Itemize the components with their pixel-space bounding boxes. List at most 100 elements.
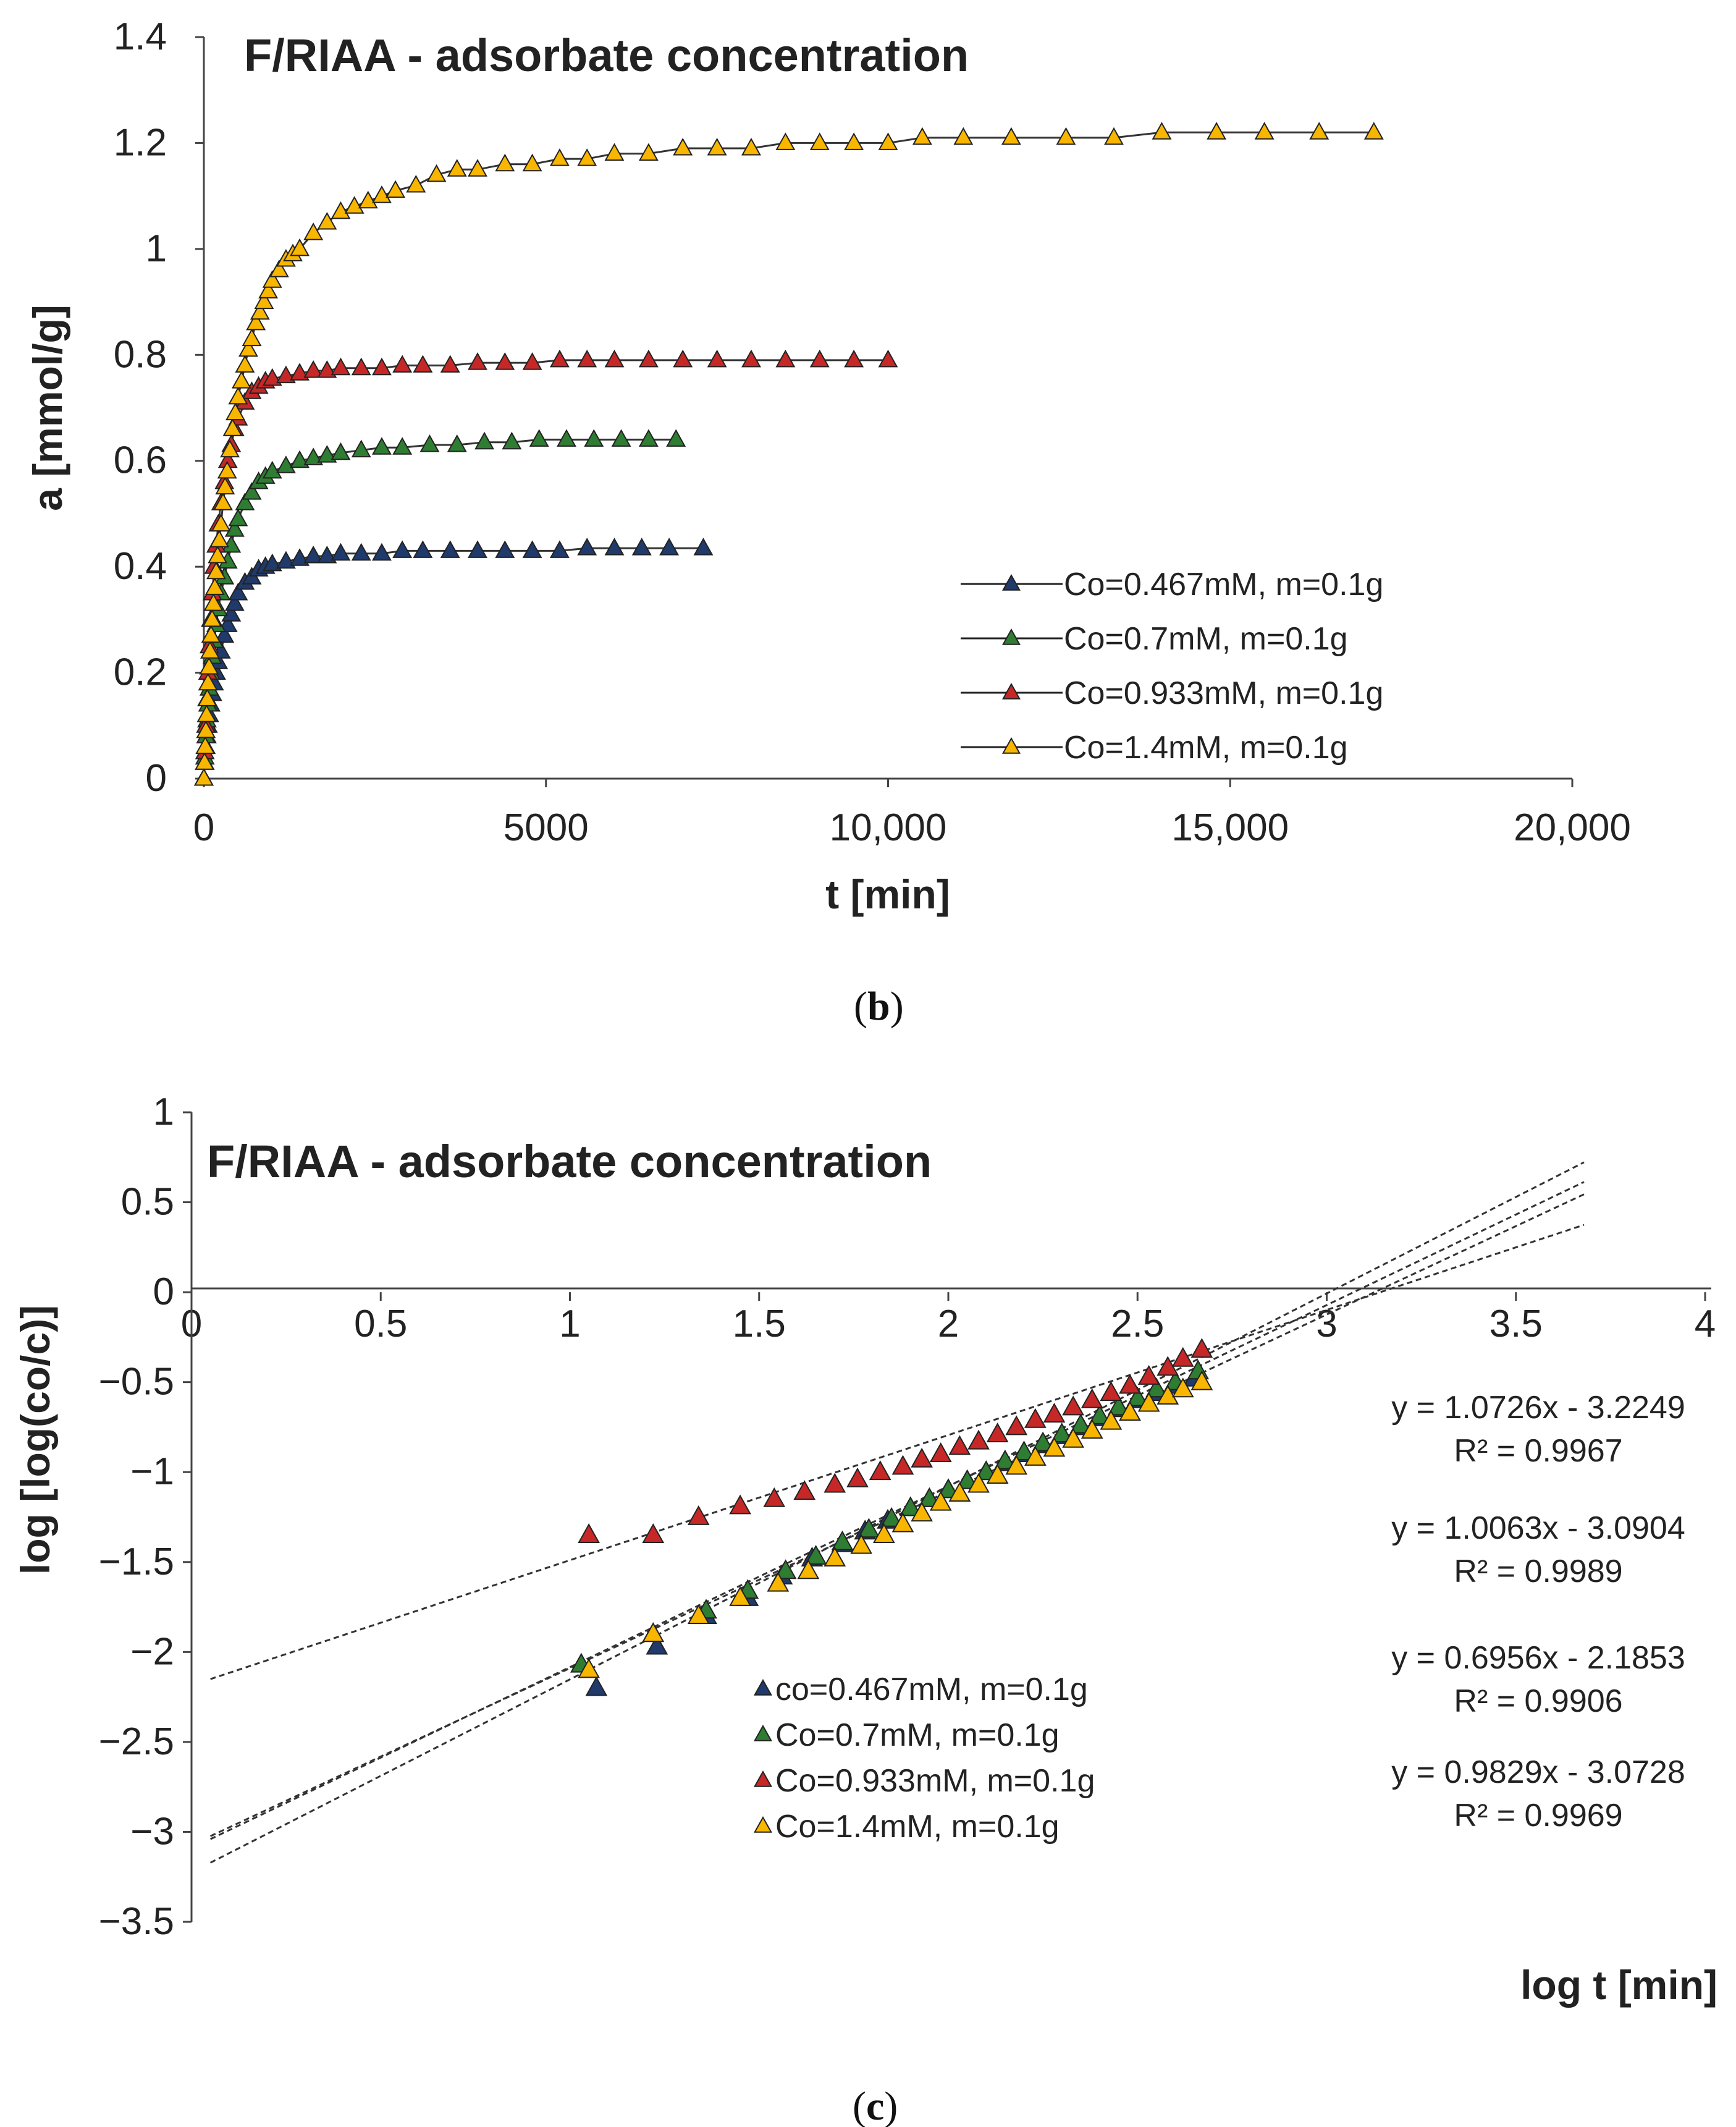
panel-c-data-point-3 (1171, 1347, 1194, 1367)
panel-b-data-point-4 (1001, 127, 1021, 145)
panel-b-caption: (b) (854, 984, 904, 1029)
panel-b-data-point-4 (953, 127, 974, 145)
panel-c-data-point-4 (891, 1512, 914, 1533)
panel-b-data-point-2 (276, 455, 296, 473)
panel-b-data-point-3 (317, 360, 337, 378)
panel-b-legend: Co=0.467mM, m=0.1g Co=0.7mM, m=0.1g Co=0.9… (961, 567, 1383, 766)
panel-b-x-tick-label: 15,000 (1171, 806, 1289, 849)
panel-c-y-tick-label: −1.5 (99, 1541, 174, 1583)
panel-b-x-tick-label: 20,000 (1514, 806, 1631, 849)
panel-b-data-point-4 (199, 656, 219, 675)
panel-b-data-point-3 (741, 349, 761, 368)
panel-c-data-point-2 (857, 1518, 880, 1538)
panel-b-data-point-2 (666, 429, 686, 447)
panel-c-data-point-4 (729, 1586, 751, 1606)
panel-c-legend-marker (753, 1724, 773, 1741)
panel-b-data-point-3 (878, 349, 898, 368)
panel-c-data-point-3 (1024, 1408, 1047, 1428)
panel-b-series-line-2 (204, 438, 676, 779)
panel-b-data-point-4 (195, 752, 215, 770)
panel-c-x-tick-label: 2.5 (1111, 1303, 1164, 1345)
panel-c-data-point-4 (687, 1604, 710, 1625)
panel-c-legend-label: Co=0.933mM, m=0.1g (775, 1763, 1095, 1799)
panel-b-data-point-4 (238, 339, 258, 357)
panel-b-data-point-4 (331, 201, 351, 219)
panel-b-data-point-1 (659, 538, 680, 556)
panel-b-data-point-2 (529, 429, 549, 447)
panel-c-data-point-3 (1100, 1381, 1123, 1402)
panel-c-data-point-2 (937, 1478, 959, 1499)
panel-c-data-point-3 (1081, 1388, 1103, 1408)
panel-b-data-point-4 (222, 418, 243, 436)
panel-b-data-point-4 (242, 328, 262, 347)
panel-c-data-point-4 (1100, 1410, 1123, 1430)
panel-b-data-point-2 (371, 437, 392, 455)
panel-b-data-point-1 (577, 538, 597, 556)
panel-c-data-point-4 (1137, 1392, 1160, 1412)
panel-b-data-point-2 (235, 493, 255, 510)
panel-c-x-axis-label: log t [min] (1520, 1962, 1717, 2008)
panel-b-series-line-3 (204, 359, 888, 779)
panel-b-data-point-4 (196, 720, 216, 738)
panel-b-data-point-2 (242, 482, 262, 500)
panel-b-data-point-4 (741, 137, 761, 156)
panel-b-data-point-2 (392, 437, 413, 455)
panel-b-data-point-4 (203, 593, 224, 611)
panel-c-data-point-3 (891, 1455, 914, 1475)
panel-b-x-tick-label: 10,000 (830, 806, 947, 849)
panel-b-data-point-3 (549, 349, 570, 368)
panel-b-data-point-4 (231, 371, 251, 389)
panel-b-data-point-4 (1309, 122, 1329, 140)
panel-b-data-point-4 (638, 143, 659, 161)
panel-b-data-point-4 (198, 672, 218, 691)
panel-b-data-point-3 (522, 352, 542, 370)
panel-c-y-tick-label: −2 (130, 1630, 174, 1673)
panel-b-data-point-1 (221, 604, 242, 622)
panel-b-data-point-4 (878, 132, 898, 150)
panel-b-data-point-3 (495, 352, 515, 370)
panel-b-data-point-2 (262, 460, 282, 479)
panel-c-data-point-2 (899, 1496, 922, 1516)
panel-b-data-point-3 (440, 355, 460, 373)
panel-b-y-tick-label: 1.4 (114, 15, 167, 58)
panel-c-trendline-4 (209, 1193, 1585, 1837)
panel-c-trend-equation: y = 1.0726x - 3.2249 (1391, 1390, 1685, 1426)
panel-c-data-point-4 (1024, 1445, 1047, 1466)
panel-c-data-point-3 (642, 1523, 665, 1544)
panel-b-data-point-4 (358, 190, 378, 209)
panel-c-data-point-4 (911, 1502, 933, 1522)
panel-b-data-point-4 (495, 153, 515, 172)
panel-b-data-point-1 (440, 540, 460, 558)
panel-b-data-point-1 (214, 625, 235, 643)
panel-b-data-point-4 (406, 174, 426, 193)
panel-c-legend-label: co=0.467mM, m=0.1g (775, 1672, 1088, 1707)
panel-b-data-point-3 (775, 349, 796, 368)
panel-c-y-tick-label: −3 (130, 1810, 174, 1853)
panel-b-data-point-3 (413, 355, 433, 373)
panel-c-data-point-3 (1119, 1374, 1141, 1394)
panel-b-data-point-4 (577, 148, 597, 166)
panel-b-data-point-3 (371, 357, 392, 376)
panel-c-data-point-4 (1081, 1419, 1103, 1439)
panel-b-data-point-4 (549, 148, 570, 166)
panel-b-data-point-2 (638, 429, 659, 447)
panel-c-y-axis-label: log [log(co/c)] (12, 1305, 58, 1575)
panel-b-data-point-4 (1207, 122, 1227, 140)
panel-b-y-tick-label: 0.8 (114, 333, 167, 376)
panel-b-data-point-4 (217, 460, 237, 479)
panel-b-data-point-1 (303, 545, 324, 564)
panel-c-legend-marker (753, 1816, 773, 1833)
panel-c-data-point-3 (729, 1494, 751, 1515)
panel-b-data-point-4 (386, 180, 406, 198)
panel-b-data-point-3 (604, 349, 625, 368)
panel-b-data-point-3 (468, 352, 487, 370)
panel-b-legend-marker (1001, 682, 1021, 700)
panel-c-trend-r2: R² = 0.9989 (1454, 1554, 1622, 1589)
panel-c-data-point-3 (869, 1460, 891, 1481)
panel-b-data-point-4 (258, 281, 279, 298)
panel-b-caption-letter: b (867, 984, 890, 1029)
panel-c-x-tick-label: 0.5 (354, 1303, 407, 1345)
panel-b-data-point-4 (344, 196, 364, 214)
panel-c-y-tick-label: −0.5 (99, 1361, 174, 1403)
panel-b-data-point-3 (331, 357, 351, 376)
